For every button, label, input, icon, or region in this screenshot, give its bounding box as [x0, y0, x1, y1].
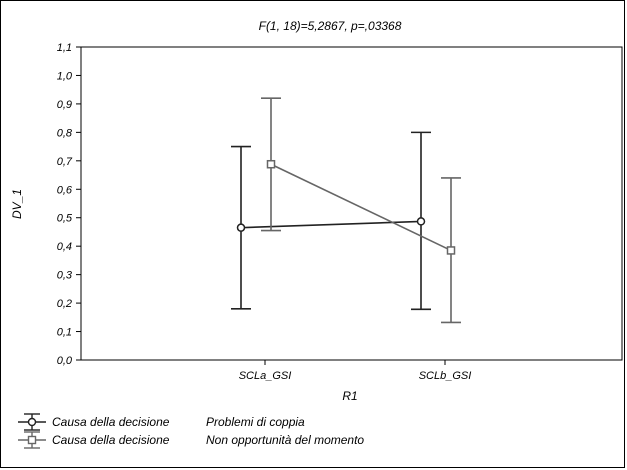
chart-title: F(1, 18)=5,2867, p=,03368	[259, 19, 402, 33]
y-tick-label: 1,0	[57, 70, 73, 82]
y-tick-label: 0,5	[57, 213, 73, 225]
y-tick-label: 0,0	[57, 355, 73, 367]
legend-item: Causa della decisione Non opportunità del…	[18, 431, 364, 449]
legend: Causa della decisione Problemi di coppiaC…	[18, 413, 364, 449]
x-axis-label: R1	[342, 389, 357, 403]
legend-factor-label: Causa della decisione	[52, 415, 170, 429]
data-point	[236, 223, 246, 232]
y-tick-label: 0,9	[57, 99, 72, 111]
y-tick-label: 0,4	[57, 241, 72, 253]
legend-item: Causa della decisione Problemi di coppia	[18, 413, 305, 431]
y-tick-label: 0,6	[57, 184, 73, 196]
y-tick-label: 0,8	[57, 127, 73, 139]
data-point	[446, 246, 456, 255]
x-tick-label: SCLb_GSI	[419, 370, 472, 382]
series-2	[261, 97, 461, 324]
data-point	[416, 217, 426, 226]
y-tick-label: 0,2	[57, 298, 72, 310]
series-1	[231, 131, 431, 311]
y-axis: 0,0 0,1 0,2 0,3 0,4 0,5 0,6 0,7 0,8 0,9 1,0 1,1	[57, 42, 81, 367]
y-axis-label: DV_1	[10, 189, 24, 219]
y-tick-label: 0,7	[57, 156, 73, 168]
data-point	[266, 159, 276, 169]
y-tick-label: 0,1	[57, 327, 72, 339]
y-tick-label: 1,1	[57, 42, 72, 54]
legend-marker	[27, 435, 37, 445]
series-layer	[231, 97, 461, 324]
x-tick-label: SCLa_GSI	[239, 370, 292, 382]
series-line	[270, 163, 452, 252]
x-axis: SCLa_GSI SCLb_GSI	[239, 360, 472, 382]
legend-level-label: Problemi di coppia	[206, 415, 305, 429]
plot-area	[80, 46, 623, 361]
legend-factor-label: Causa della decisione	[52, 433, 170, 447]
legend-marker	[27, 417, 37, 427]
y-tick-label: 0,3	[57, 270, 73, 282]
legend-level-label: Non opportunità del momento	[206, 433, 364, 447]
